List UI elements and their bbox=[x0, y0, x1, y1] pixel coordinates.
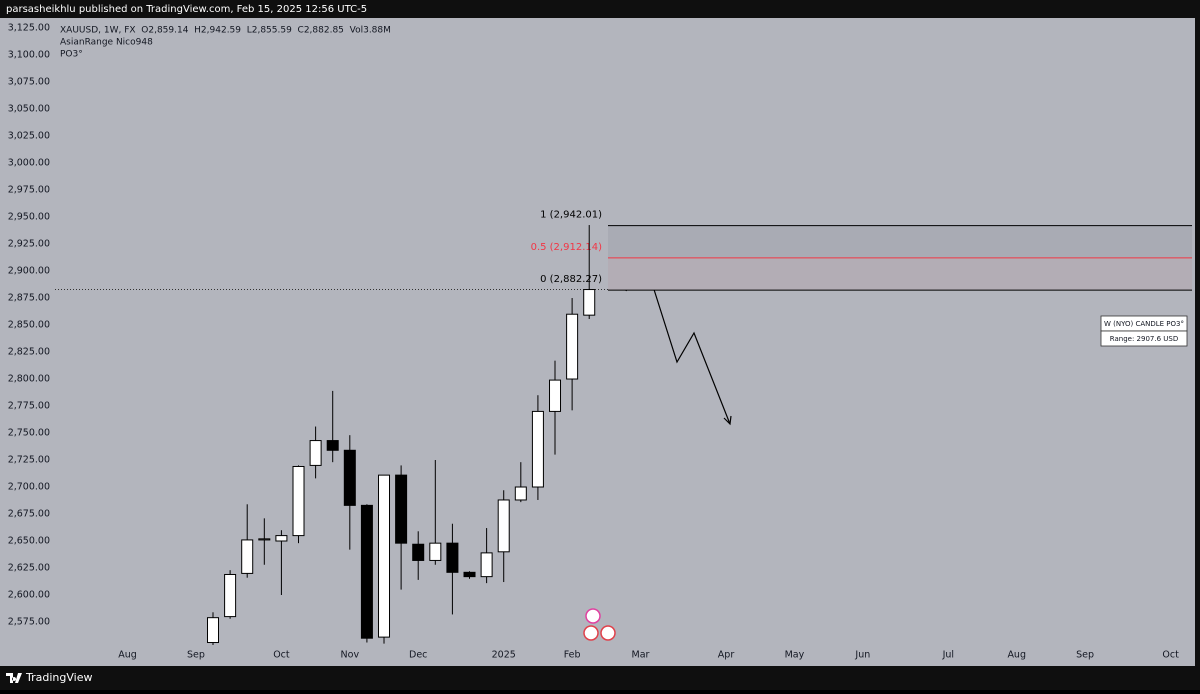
x-tick-label: 2025 bbox=[492, 650, 516, 661]
info-box-title: W (NYO) CANDLE PO3° bbox=[1104, 320, 1184, 328]
x-tick-label: Apr bbox=[718, 650, 735, 661]
info-box-cell bbox=[1100, 330, 1188, 347]
y-tick-label: 3,125.00 bbox=[8, 23, 50, 34]
x-tick-label: Mar bbox=[632, 650, 650, 661]
candle-body bbox=[326, 440, 339, 451]
event-icons bbox=[583, 608, 616, 641]
fib-zone bbox=[608, 257, 1192, 291]
y-tick-label: 2,575.00 bbox=[8, 616, 50, 627]
candle-body bbox=[343, 449, 356, 506]
fib-label: 0.5 (2,912.14) bbox=[531, 242, 603, 253]
candle-body bbox=[446, 542, 459, 573]
plot-background bbox=[0, 18, 1195, 666]
x-tick-label: Sep bbox=[1076, 650, 1094, 661]
candle-body bbox=[275, 535, 288, 542]
x-tick-label: Dec bbox=[409, 650, 427, 661]
candle-body bbox=[514, 486, 527, 501]
y-tick-label: 2,925.00 bbox=[8, 239, 50, 250]
info-box: W (NYO) CANDLE PO3° Range: 2907.6 USD bbox=[1100, 315, 1188, 347]
y-tick-label: 2,675.00 bbox=[8, 509, 50, 520]
legend-line: PO3° bbox=[60, 50, 83, 60]
y-tick-label: 2,700.00 bbox=[8, 482, 50, 493]
y-tick-label: 2,825.00 bbox=[8, 347, 50, 358]
event-icon bbox=[585, 608, 601, 624]
y-tick-label: 3,075.00 bbox=[8, 77, 50, 88]
y-tick-label: 2,875.00 bbox=[8, 293, 50, 304]
y-tick-label: 2,950.00 bbox=[8, 212, 50, 223]
candle-body bbox=[463, 571, 476, 578]
x-tick-label: Aug bbox=[118, 650, 137, 661]
candle-body bbox=[378, 474, 391, 638]
candle-body bbox=[480, 552, 493, 578]
x-tick-label: Jun bbox=[854, 650, 870, 661]
candle-body bbox=[224, 573, 237, 618]
x-tick-label: Nov bbox=[341, 650, 360, 661]
legend: XAUUSD, 1W, FX O2,859.14 H2,942.59 L2,85… bbox=[60, 26, 391, 60]
candle-body bbox=[395, 474, 408, 544]
candle-body bbox=[566, 313, 579, 380]
y-tick-label: 2,850.00 bbox=[8, 320, 50, 331]
candle-body bbox=[258, 538, 271, 541]
fib-zone bbox=[608, 225, 1192, 258]
candle-body bbox=[429, 542, 442, 561]
fib-label: 0 (2,882.27) bbox=[540, 274, 602, 285]
publish-info: parsasheikhlu published on TradingView.c… bbox=[6, 4, 367, 15]
candle-body bbox=[531, 410, 544, 488]
y-tick-label: 3,100.00 bbox=[8, 50, 50, 61]
info-box-range: Range: 2907.6 USD bbox=[1110, 335, 1178, 343]
event-icon bbox=[583, 625, 599, 641]
y-tick-label: 3,000.00 bbox=[8, 158, 50, 169]
candles bbox=[207, 225, 596, 645]
y-tick-label: 2,775.00 bbox=[8, 401, 50, 412]
y-tick-label: 2,600.00 bbox=[8, 589, 50, 600]
candle-body bbox=[549, 379, 562, 412]
candle-body bbox=[241, 539, 254, 574]
y-tick-label: 2,625.00 bbox=[8, 563, 50, 574]
projection-arrowhead bbox=[723, 415, 732, 426]
x-tick-label: Sep bbox=[187, 650, 205, 661]
x-tick-label: May bbox=[785, 650, 805, 661]
candle-body bbox=[497, 499, 510, 553]
candle-body bbox=[412, 543, 425, 561]
x-tick-label: Oct bbox=[273, 650, 290, 661]
y-tick-label: 3,025.00 bbox=[8, 131, 50, 142]
brand-name: TradingView bbox=[25, 671, 92, 684]
x-tick-label: Oct bbox=[1162, 650, 1179, 661]
candle-body bbox=[309, 440, 322, 466]
fib-tool: 1 (2,942.01) 0.5 (2,912.14) 0 (2,882.27) bbox=[531, 210, 1192, 291]
x-tick-label: Aug bbox=[1007, 650, 1026, 661]
x-tick-label: Feb bbox=[564, 650, 581, 661]
y-tick-label: 2,900.00 bbox=[8, 266, 50, 277]
y-tick-label: 2,800.00 bbox=[8, 374, 50, 385]
event-icon bbox=[600, 625, 616, 641]
y-tick-label: 2,975.00 bbox=[8, 185, 50, 196]
y-tick-label: 2,725.00 bbox=[8, 455, 50, 466]
candle-body bbox=[207, 617, 220, 644]
y-tick-label: 3,050.00 bbox=[8, 104, 50, 115]
y-tick-label: 2,650.00 bbox=[8, 536, 50, 547]
candle-body bbox=[360, 504, 373, 639]
y-tick-label: 2,750.00 bbox=[8, 428, 50, 439]
candle-body bbox=[292, 465, 305, 537]
x-tick-label: Jul bbox=[942, 650, 954, 661]
brand-logo bbox=[6, 673, 22, 683]
legend-line: XAUUSD, 1W, FX O2,859.14 H2,942.59 L2,85… bbox=[60, 26, 391, 36]
legend-line: AsianRange Nico948 bbox=[60, 38, 153, 48]
fib-label: 1 (2,942.01) bbox=[540, 210, 602, 221]
candle-body bbox=[583, 289, 596, 316]
